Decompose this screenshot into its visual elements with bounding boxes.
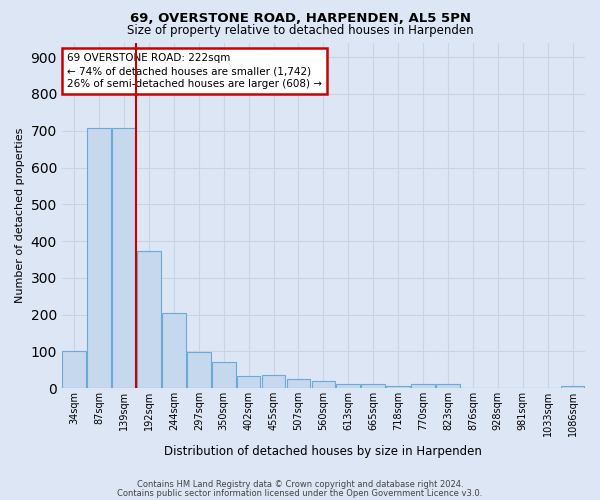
Bar (337, 384, 360, 388)
Bar (386, 386, 410, 388)
Text: 69 OVERSTONE ROAD: 222sqm
← 74% of detached houses are smaller (1,742)
26% of se: 69 OVERSTONE ROAD: 222sqm ← 74% of detac… (67, 53, 322, 90)
Text: Contains HM Land Registry data © Crown copyright and database right 2024.: Contains HM Land Registry data © Crown c… (137, 480, 463, 489)
Bar (88, 128, 111, 388)
Bar (162, 313, 186, 388)
Text: Size of property relative to detached houses in Harpenden: Size of property relative to detached ho… (127, 24, 473, 37)
Bar (262, 376, 286, 388)
Bar (561, 386, 584, 388)
Text: 69, OVERSTONE ROAD, HARPENDEN, AL5 5PN: 69, OVERSTONE ROAD, HARPENDEN, AL5 5PN (130, 12, 470, 26)
Bar (112, 128, 136, 388)
Bar (212, 362, 236, 388)
Bar (361, 384, 385, 388)
Bar (137, 251, 161, 388)
Bar (187, 352, 211, 388)
Bar (436, 384, 460, 388)
Bar (411, 384, 435, 388)
Y-axis label: Number of detached properties: Number of detached properties (15, 128, 25, 303)
X-axis label: Distribution of detached houses by size in Harpenden: Distribution of detached houses by size … (164, 444, 482, 458)
Bar (237, 376, 260, 388)
Bar (287, 379, 310, 388)
Bar (311, 381, 335, 388)
Text: Contains public sector information licensed under the Open Government Licence v3: Contains public sector information licen… (118, 488, 482, 498)
Bar (62, 352, 86, 388)
